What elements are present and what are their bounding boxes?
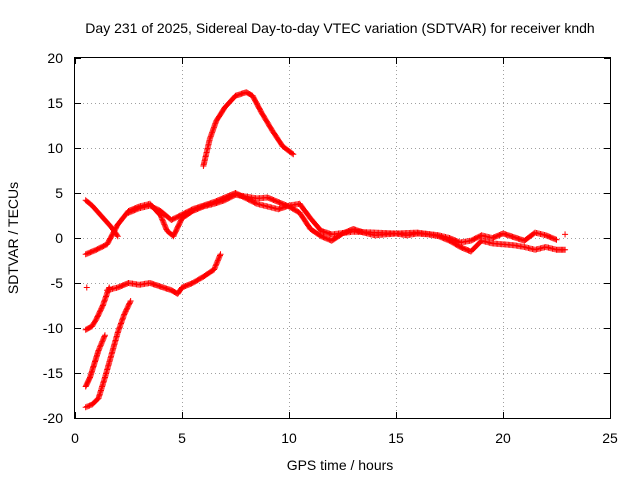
series-arc-high-peak (200, 89, 297, 169)
data-point (95, 347, 102, 354)
data-point (161, 221, 168, 228)
data-point (98, 341, 105, 348)
series-arc-mid-band (82, 191, 569, 258)
y-tick-label: 0 (55, 230, 63, 246)
label-layer: Day 231 of 2025, Sidereal Day-to-day VTE… (5, 20, 595, 473)
data-point (82, 404, 89, 411)
data-point (127, 299, 134, 306)
tick-layer: 0 5 10 15 20 25 -20 -15 -10 -5 0 5 10 15 20 (43, 50, 618, 446)
data-point (212, 263, 219, 270)
data-point (213, 260, 220, 267)
data-point (214, 258, 221, 265)
data-point (83, 403, 90, 410)
data-point (161, 222, 168, 229)
data-point (214, 257, 221, 264)
plot-border (74, 57, 611, 419)
x-tick-label: 15 (388, 430, 404, 446)
data-point (215, 255, 222, 262)
data-point (217, 251, 224, 258)
x-tick-label: 5 (178, 430, 186, 446)
data-point (106, 284, 113, 291)
data-point (160, 220, 167, 227)
y-tick-label: 15 (47, 95, 63, 111)
series-layer (82, 89, 569, 411)
data-point (100, 336, 107, 343)
data-point (127, 298, 134, 304)
data-point (212, 262, 219, 269)
data-point (252, 200, 259, 207)
data-point (114, 233, 121, 240)
data-point (99, 303, 106, 310)
data-point (216, 252, 223, 259)
data-point (162, 223, 169, 230)
data-point (101, 332, 108, 339)
data-point (162, 225, 169, 232)
y-tick-label: 10 (47, 140, 63, 156)
series-outliers (83, 231, 569, 291)
data-point (211, 266, 218, 273)
x-tick-label: 0 (71, 430, 79, 446)
y-tick-label: -20 (43, 410, 63, 426)
chart-title: Day 231 of 2025, Sidereal Day-to-day VTE… (85, 20, 594, 36)
data-point (85, 403, 92, 410)
series-arc-bottom (82, 298, 134, 411)
y-tick-label: -10 (43, 320, 63, 336)
series-arc-low-mid (82, 332, 108, 390)
data-point (562, 246, 569, 253)
x-tick-label: 10 (281, 430, 297, 446)
y-tick-label: 5 (55, 185, 63, 201)
data-point (97, 342, 104, 349)
data-point (215, 256, 222, 263)
data-point (159, 217, 166, 224)
data-point (158, 213, 165, 220)
data-point (96, 346, 103, 353)
data-point (96, 344, 103, 351)
series-arc-mid-upper (125, 190, 560, 246)
series-arc-lower (104, 251, 224, 297)
y-tick-label: 20 (47, 50, 63, 66)
data-point (86, 402, 93, 409)
grid-layer (75, 58, 610, 418)
data-point (83, 284, 90, 291)
data-point (97, 343, 104, 350)
data-point (216, 253, 223, 260)
series-arc-low-left (82, 284, 113, 333)
data-point (159, 216, 166, 223)
data-point (562, 231, 569, 238)
y-tick-label: -5 (51, 275, 64, 291)
y-axis-label: SDTVAR / TECUs (5, 182, 21, 294)
y-tick-label: -15 (43, 365, 63, 381)
x-axis-label: GPS time / hours (287, 457, 394, 473)
data-point (211, 265, 218, 272)
data-point (290, 151, 297, 158)
x-tick-label: 20 (495, 430, 511, 446)
x-tick-label: 25 (602, 430, 618, 446)
data-point (553, 236, 560, 243)
data-point (99, 338, 106, 345)
data-point (99, 337, 106, 344)
data-point (98, 339, 105, 346)
data-point (289, 150, 296, 157)
data-point (101, 333, 108, 340)
data-point (213, 261, 220, 268)
data-point (100, 334, 107, 341)
data-point (160, 218, 167, 225)
data-point (158, 215, 165, 222)
